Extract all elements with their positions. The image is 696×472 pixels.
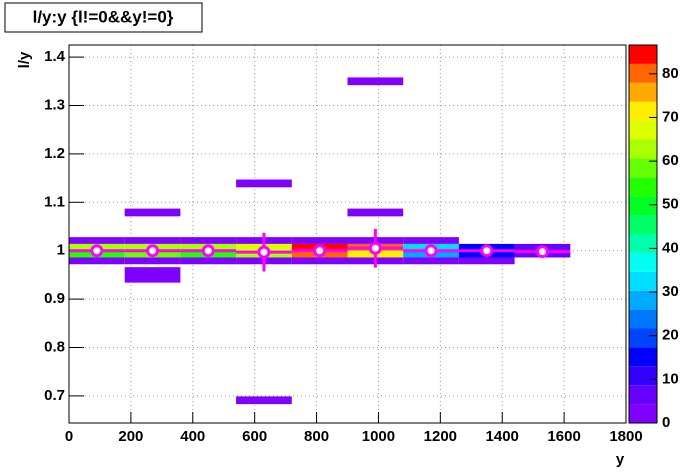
x-tick-label: 400	[180, 428, 205, 445]
palette-band	[629, 177, 657, 197]
palette-band	[629, 45, 657, 64]
palette-band	[629, 309, 657, 329]
profile-marker	[368, 241, 382, 255]
cell	[69, 237, 125, 244]
y-tick-label: 0.9	[44, 290, 65, 307]
palette-band	[629, 404, 657, 423]
palette-band	[629, 252, 657, 272]
x-tick-label: 200	[118, 428, 143, 445]
z-tick-label: 50	[662, 196, 679, 213]
cell	[403, 257, 459, 265]
z-tick-label: 70	[662, 108, 679, 125]
cell	[291, 237, 348, 244]
cell	[236, 179, 292, 188]
x-tick-label: 800	[304, 428, 329, 445]
x-tick-label: 0	[65, 428, 73, 445]
palette-band	[629, 290, 657, 310]
palette-band	[629, 158, 657, 178]
y-tick-label: 1.4	[44, 48, 66, 65]
chart-title: l/y:y {l!=0&&y!=0}	[33, 7, 174, 26]
cell	[124, 208, 181, 217]
y-tick-label: 0.8	[44, 338, 65, 355]
z-tick-label: 60	[662, 152, 679, 169]
profile-marker	[424, 244, 438, 258]
y-tick-label: 0.7	[44, 387, 65, 404]
y-tick-label: 1	[57, 242, 65, 259]
cell	[403, 237, 459, 244]
x-tick-label: 1200	[424, 428, 457, 445]
cell	[347, 208, 404, 217]
x-tick-label: 1000	[362, 428, 395, 445]
x-tick-label: 1600	[547, 428, 580, 445]
y-tick-label: 1.2	[44, 145, 65, 162]
x-tick-label: 600	[242, 428, 267, 445]
x-axis-title: y	[616, 451, 625, 468]
cell	[180, 257, 237, 265]
cell	[458, 257, 515, 265]
palette-band	[629, 82, 657, 102]
z-tick-label: 40	[662, 239, 679, 256]
z-tick-label: 20	[662, 327, 679, 344]
title-box	[4, 2, 203, 33]
cell	[124, 257, 181, 265]
palette-band	[629, 271, 657, 291]
z-tick-label: 0	[662, 414, 670, 431]
profile-marker	[90, 244, 104, 258]
cell	[180, 237, 237, 244]
cell	[124, 237, 181, 244]
cell	[347, 77, 404, 86]
cell	[291, 257, 348, 265]
palette-band	[629, 139, 657, 159]
palette-band	[629, 120, 657, 140]
y-axis-title: l/y	[16, 51, 33, 68]
x-tick-label: 1800	[609, 428, 642, 445]
y-tick-label: 1.1	[44, 193, 65, 210]
z-tick-label: 80	[662, 65, 679, 82]
profile-marker	[146, 244, 160, 258]
palette-band	[629, 366, 657, 386]
palette-band	[629, 328, 657, 348]
profile-marker	[313, 244, 327, 258]
plot-frame	[69, 45, 626, 423]
cell	[124, 267, 181, 283]
palette-band	[629, 63, 657, 83]
profile-marker	[257, 245, 271, 259]
cell	[236, 396, 292, 405]
palette-band	[629, 385, 657, 405]
z-tick-label: 10	[662, 370, 679, 387]
profile-marker	[480, 244, 494, 258]
palette-band	[629, 347, 657, 367]
y-tick-label: 1.3	[44, 96, 65, 113]
profile-marker	[201, 244, 215, 258]
palette-border	[628, 44, 658, 424]
plot-border	[68, 44, 627, 424]
profile-marker	[535, 245, 549, 259]
palette-band	[629, 101, 657, 121]
cell	[69, 257, 125, 265]
palette-band	[629, 196, 657, 216]
palette-band	[629, 234, 657, 253]
x-tick-label: 1400	[486, 428, 519, 445]
palette-band	[629, 215, 657, 234]
z-tick-label: 30	[662, 283, 679, 300]
